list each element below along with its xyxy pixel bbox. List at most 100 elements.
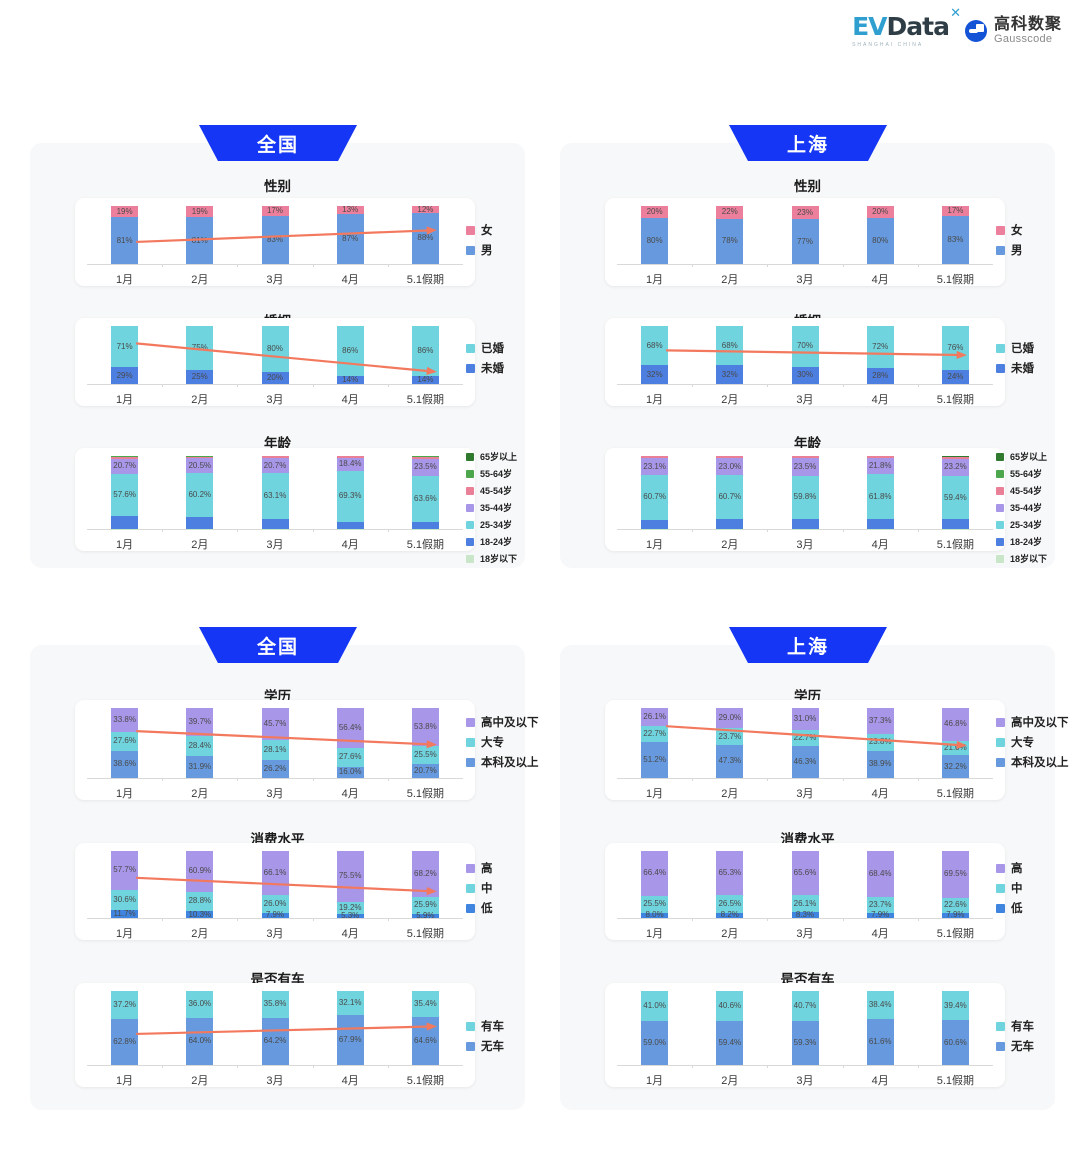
legend-item[interactable]: 大专 bbox=[466, 734, 539, 750]
bar-segment-label: 32.2% bbox=[944, 761, 967, 771]
bar-segment bbox=[111, 456, 139, 459]
legend-item[interactable]: 中 bbox=[996, 880, 1023, 896]
legend-item[interactable]: 女 bbox=[466, 222, 493, 238]
legend-item[interactable]: 18-24岁 bbox=[996, 535, 1047, 548]
legend-item[interactable]: 有车 bbox=[466, 1018, 504, 1034]
legend-item[interactable]: 未婚 bbox=[466, 360, 504, 376]
bar-segment-label: 38.9% bbox=[868, 759, 892, 769]
legend-item[interactable]: 无车 bbox=[996, 1038, 1034, 1054]
legend-item[interactable]: 55-64岁 bbox=[466, 467, 517, 480]
bar-segment-label: 41.0% bbox=[643, 1001, 666, 1011]
legend-item[interactable]: 低 bbox=[466, 900, 493, 916]
legend-item[interactable]: 本科及以上 bbox=[466, 754, 539, 770]
bar-segment: 39.4% bbox=[941, 991, 969, 1021]
legend-swatch bbox=[996, 1041, 1005, 1051]
legend-item[interactable]: 男 bbox=[466, 242, 493, 258]
bar-segment-label: 17% bbox=[266, 205, 283, 215]
x-axis-label: 4月 bbox=[871, 928, 889, 940]
bar-chart-consumption-nationwide-4: 68.2% 25.9% 5.9% bbox=[411, 851, 439, 920]
legend-item[interactable]: 低 bbox=[996, 900, 1023, 916]
legend-item[interactable]: 有车 bbox=[996, 1018, 1034, 1034]
bar-segment: 67.9% bbox=[336, 1014, 364, 1065]
bar-segment: 86% bbox=[336, 326, 364, 376]
bar-segment-label: 22% bbox=[721, 207, 738, 217]
bar-chart-consumption-shanghai-4: 69.5% 22.6% 7.9% bbox=[941, 851, 969, 920]
bar-segment-label: 68.4% bbox=[868, 868, 892, 878]
bar-segment bbox=[336, 521, 364, 529]
x-axis-label: 3月 bbox=[266, 539, 284, 551]
legend-swatch bbox=[996, 1021, 1005, 1031]
legend-label: 45-54岁 bbox=[1010, 486, 1043, 496]
bar-segment: 24% bbox=[941, 370, 969, 384]
legend-item[interactable]: 高 bbox=[466, 860, 493, 876]
legend-item[interactable]: 18岁以下 bbox=[996, 552, 1047, 565]
legend-swatch bbox=[996, 883, 1005, 893]
legend-item[interactable]: 65岁以上 bbox=[466, 450, 517, 463]
bar-segment: 37.2% bbox=[111, 991, 139, 1019]
legend-item[interactable]: 高中及以下 bbox=[466, 714, 539, 730]
x-axis-label: 1月 bbox=[646, 394, 664, 406]
bar-segment-label: 68% bbox=[646, 340, 663, 350]
legend-swatch bbox=[466, 554, 474, 563]
legend-item[interactable]: 大专 bbox=[996, 734, 1069, 750]
bar-segment-label: 88% bbox=[417, 233, 434, 243]
x-axis-tick bbox=[312, 778, 314, 781]
x-axis-tick bbox=[162, 384, 164, 387]
bar-segment-label: 7.9% bbox=[946, 910, 965, 920]
legend-item[interactable]: 25-34岁 bbox=[466, 518, 517, 531]
legend-label: 女 bbox=[481, 225, 493, 237]
bar-segment: 31.9% bbox=[186, 755, 214, 778]
legend-item[interactable]: 35-44岁 bbox=[466, 501, 517, 514]
legend-item[interactable]: 18-24岁 bbox=[466, 535, 517, 548]
legend-item[interactable]: 65岁以上 bbox=[996, 450, 1047, 463]
bar-segment: 81% bbox=[111, 217, 139, 264]
legend-item[interactable]: 本科及以上 bbox=[996, 754, 1069, 770]
legend-item[interactable]: 55-64岁 bbox=[996, 467, 1047, 480]
bar-chart-car-nationwide-0: 37.2% 62.8% bbox=[111, 991, 139, 1065]
bar-chart-gender-shanghai-4: 17% 83% bbox=[941, 206, 969, 264]
x-axis-tick bbox=[692, 918, 694, 921]
x-axis-label: 5.1假期 bbox=[936, 928, 975, 940]
legend-item[interactable]: 高中及以下 bbox=[996, 714, 1069, 730]
legend-item[interactable]: 男 bbox=[996, 242, 1023, 258]
legend-item[interactable]: 已婚 bbox=[996, 340, 1034, 356]
legend-item[interactable]: 未婚 bbox=[996, 360, 1034, 376]
chart-consumption-nationwide-legend: 高中低 bbox=[466, 860, 493, 916]
bar-segment-label: 20% bbox=[266, 373, 283, 383]
legend-item[interactable]: 25-34岁 bbox=[996, 518, 1047, 531]
bar-segment: 28.1% bbox=[261, 740, 289, 760]
bar-segment: 61.8% bbox=[866, 474, 894, 520]
legend-item[interactable]: 45-54岁 bbox=[466, 484, 517, 497]
bar-segment: 57.6% bbox=[111, 473, 139, 516]
chart-education-nationwide-x-axis bbox=[87, 778, 463, 779]
bar-chart-gender-shanghai-0: 20% 80% bbox=[641, 206, 669, 264]
legend-item[interactable]: 女 bbox=[996, 222, 1023, 238]
chart-gender-nationwide-legend: 女男 bbox=[466, 222, 493, 258]
bar-segment: 29% bbox=[111, 367, 139, 384]
evdata-subtitle: SHANGHAI CHINA bbox=[852, 42, 924, 48]
bar-chart-car-shanghai-0: 41.0% 59.0% bbox=[641, 991, 669, 1065]
bar-chart-marriage-nationwide-1: 75% 25% bbox=[186, 326, 214, 384]
legend-label: 高 bbox=[481, 863, 493, 875]
legend-item[interactable]: 45-54岁 bbox=[996, 484, 1047, 497]
bar-segment: 23.1% bbox=[641, 458, 669, 476]
legend-item[interactable]: 已婚 bbox=[466, 340, 504, 356]
bar-segment: 25.5% bbox=[641, 895, 669, 913]
chart-car-shanghai-legend: 有车 无车 bbox=[996, 1018, 1034, 1054]
chart-age-shanghai-legend: 65岁以上 55-64岁 45-54岁 35-44岁 25-34岁 18-24岁 18岁以下 bbox=[996, 450, 1047, 565]
legend-item[interactable]: 中 bbox=[466, 880, 493, 896]
chart-gender-nationwide-x-axis bbox=[87, 264, 463, 265]
legend-item[interactable]: 18岁以下 bbox=[466, 552, 517, 565]
bar-segment: 31.0% bbox=[791, 708, 819, 730]
legend-item[interactable]: 35-44岁 bbox=[996, 501, 1047, 514]
bar-segment: 62.8% bbox=[111, 1018, 139, 1065]
bar-segment-label: 62.8% bbox=[113, 1036, 136, 1046]
x-axis-label: 4月 bbox=[341, 788, 359, 800]
legend-item[interactable]: 无车 bbox=[466, 1038, 504, 1054]
bar-segment: 68.4% bbox=[866, 851, 894, 897]
legend-swatch bbox=[996, 903, 1005, 913]
bar-segment: 19% bbox=[111, 206, 139, 218]
legend-item[interactable]: 高 bbox=[996, 860, 1023, 876]
x-axis-tick bbox=[237, 264, 239, 267]
bar-segment-label: 13% bbox=[342, 204, 359, 214]
